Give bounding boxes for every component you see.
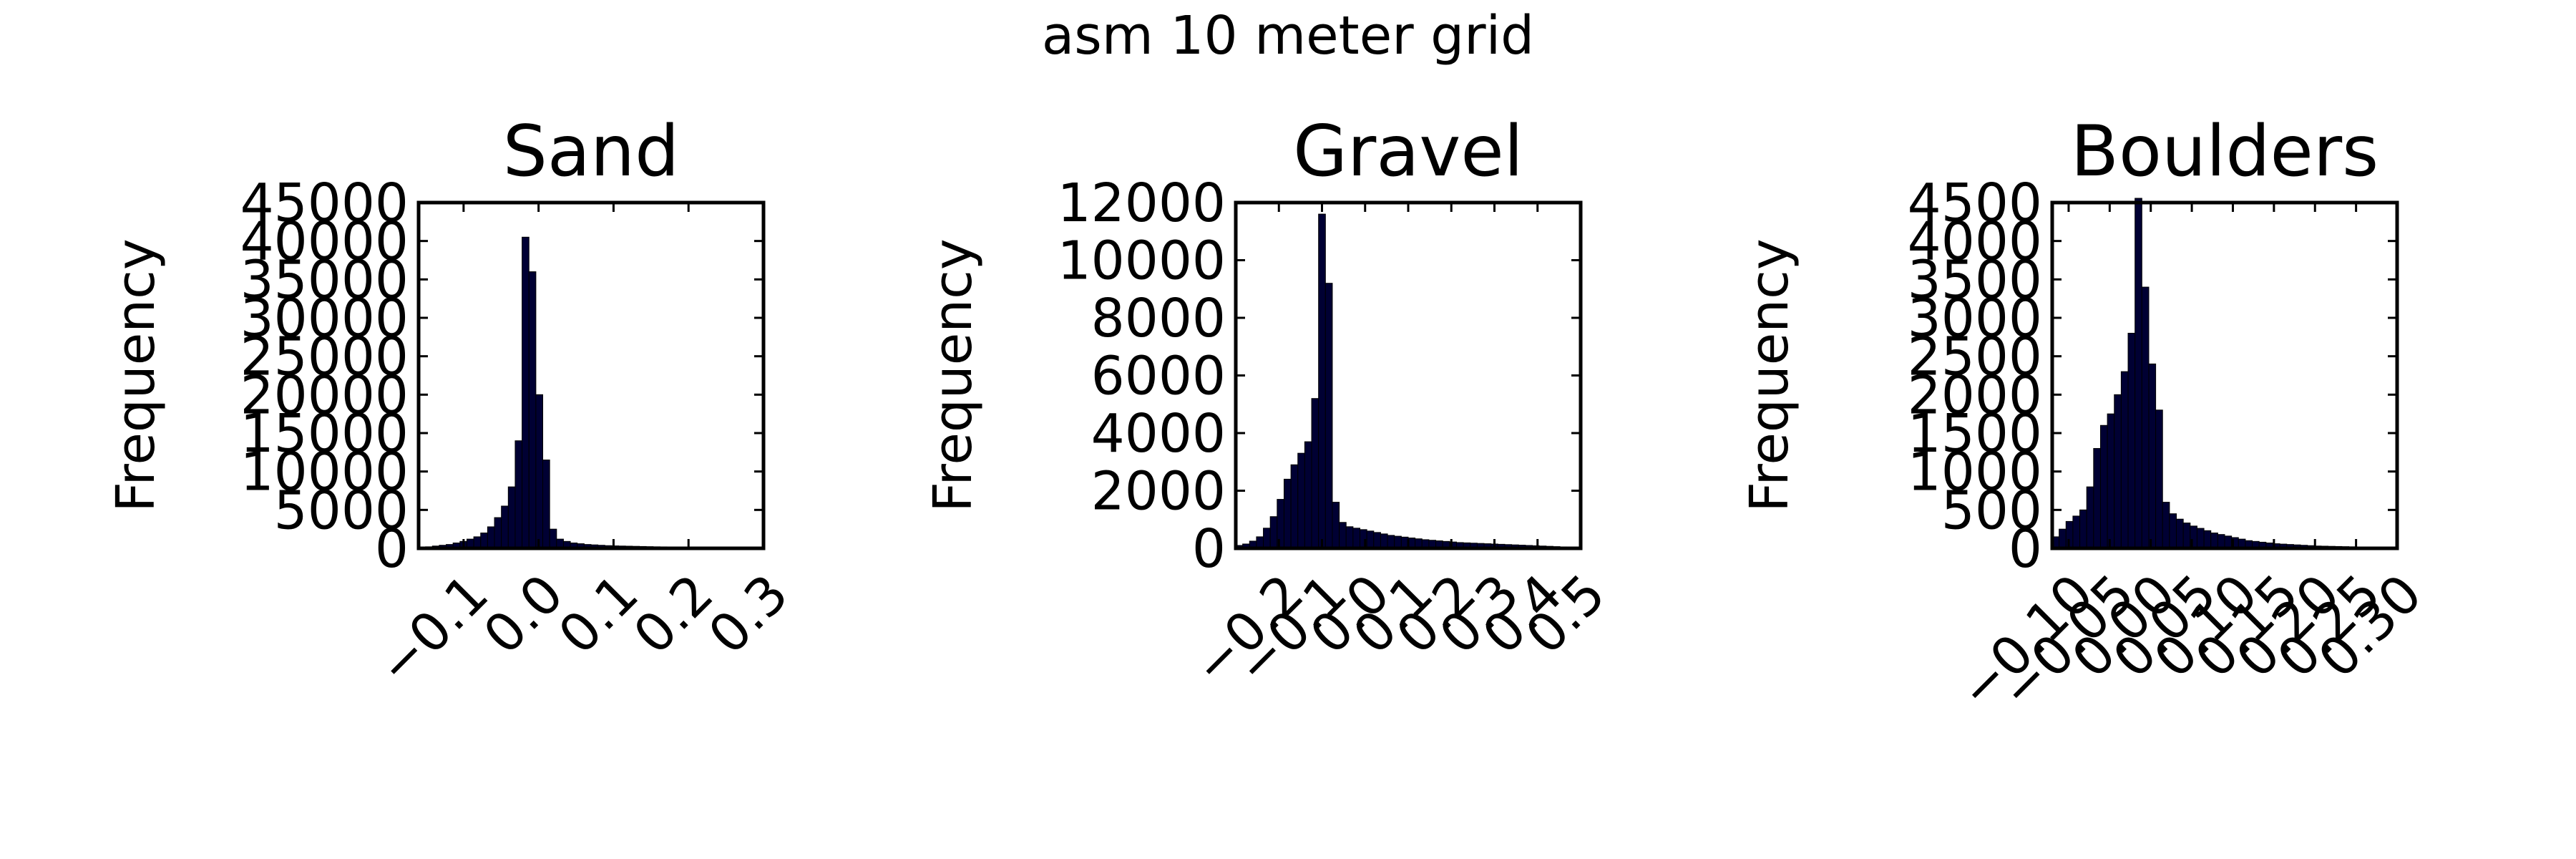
histogram-bar	[507, 486, 516, 549]
histogram-bar	[2086, 486, 2094, 549]
histogram-bar	[1269, 516, 1278, 549]
histogram-bar	[1324, 283, 1333, 549]
histogram-bar	[1394, 535, 1402, 549]
histogram-bar	[2162, 502, 2170, 549]
histogram-bar	[1283, 478, 1292, 549]
histogram-bar	[2059, 528, 2067, 549]
y-axis-label: Frequency	[105, 238, 167, 512]
y-axis: 0500010000150002000025000300003500040000…	[240, 173, 763, 580]
histogram-bar	[2210, 533, 2218, 549]
histogram-bar	[487, 526, 495, 549]
subplot-title: Boulders	[2071, 111, 2379, 193]
y-tick-label: 5000	[274, 480, 409, 541]
histogram-bar	[2169, 513, 2177, 549]
y-tick-label: 15000	[240, 403, 409, 465]
y-tick-label: 3000	[1908, 288, 2042, 349]
histogram-bar	[1352, 528, 1361, 549]
y-tick-label: 4500	[1908, 173, 2042, 234]
histogram-bar	[1304, 441, 1312, 549]
histogram-bar	[2107, 413, 2115, 549]
y-tick-label: 30000	[240, 288, 409, 349]
histogram-bar	[549, 528, 557, 549]
subplot-title: Sand	[503, 111, 680, 193]
y-tick-label: 4000	[1908, 211, 2042, 273]
histogram-bar	[501, 505, 509, 549]
histogram-bar	[1339, 522, 1347, 549]
histogram-bar	[2203, 530, 2212, 549]
y-tick-label: 1000	[1908, 442, 2042, 503]
histogram-bar	[2182, 523, 2191, 549]
histogram-bar	[480, 533, 488, 549]
histogram-bar	[514, 440, 523, 549]
histogram-bar	[2099, 424, 2108, 549]
y-tick-label: 4000	[1091, 403, 1226, 465]
y-tick-label: 2000	[1091, 461, 1226, 523]
y-tick-label: 0	[375, 518, 409, 580]
figure-suptitle: asm 10 meter grid	[1042, 5, 1534, 67]
histogram-bar	[528, 271, 537, 549]
histogram-bar	[2155, 409, 2163, 549]
histogram-bar	[2093, 447, 2101, 549]
axes-frame	[416, 200, 766, 550]
y-tick-label: 12000	[1058, 173, 1226, 234]
y-tick-label: 40000	[240, 211, 409, 273]
y-tick-label: 10000	[1058, 230, 1226, 292]
histogram-bar	[2141, 286, 2150, 549]
histogram-bar	[2148, 363, 2157, 549]
y-tick-label: 500	[1941, 480, 2042, 541]
y-tick-label: 2000	[1908, 364, 2042, 426]
histogram-bar	[1373, 532, 1381, 549]
histogram-bar	[2196, 528, 2205, 549]
histogram-bar	[1290, 464, 1299, 549]
histogram-bar	[1380, 533, 1388, 549]
histogram-bar	[2135, 198, 2142, 549]
histogram-bar	[2120, 371, 2129, 549]
axes-frame	[2050, 200, 2399, 550]
y-tick-label: 35000	[240, 249, 409, 311]
histogram-bar	[494, 517, 502, 549]
histogram-bar	[535, 394, 544, 549]
y-tick-label: 20000	[240, 364, 409, 426]
histogram-bar	[1332, 502, 1340, 549]
y-tick-label: 6000	[1091, 346, 1226, 407]
histogram-bar	[2217, 534, 2225, 549]
histogram-bar	[2114, 394, 2122, 549]
y-tick-label: 0	[2009, 518, 2042, 580]
y-axis-label: Frequency	[922, 238, 984, 512]
subplot-title: Gravel	[1293, 111, 1523, 193]
histogram-bar	[1297, 452, 1305, 549]
histogram-bar	[2176, 518, 2184, 549]
y-tick-label: 3500	[1908, 249, 2042, 311]
histogram-bar	[522, 236, 530, 549]
y-tick-label: 25000	[240, 326, 409, 388]
histogram-bar	[1318, 213, 1326, 549]
histogram-bar	[2127, 332, 2136, 549]
y-tick-label: 10000	[240, 442, 409, 503]
histogram-bar	[2072, 515, 2081, 549]
y-tick-label: 2500	[1908, 326, 2042, 388]
histogram-bar	[2079, 509, 2087, 549]
y-tick-label: 1500	[1908, 403, 2042, 465]
y-tick-label: 8000	[1091, 288, 1226, 349]
histogram-bar	[542, 460, 550, 549]
histogram-bar	[2224, 535, 2233, 549]
y-axis-label: Frequency	[1739, 238, 1800, 512]
y-tick-label: 0	[1192, 518, 1226, 580]
histogram-bar	[1387, 535, 1395, 549]
histogram-bar	[1345, 526, 1354, 549]
subplot-gravel: 020004000600080001000012000−0.2−0.10.00.…	[922, 111, 1617, 697]
y-tick-label: 45000	[240, 173, 409, 234]
histogram-bar	[1263, 528, 1271, 549]
histogram-bar	[1366, 530, 1375, 549]
histogram-bar	[1311, 398, 1319, 549]
histogram-bars	[1235, 213, 1581, 549]
